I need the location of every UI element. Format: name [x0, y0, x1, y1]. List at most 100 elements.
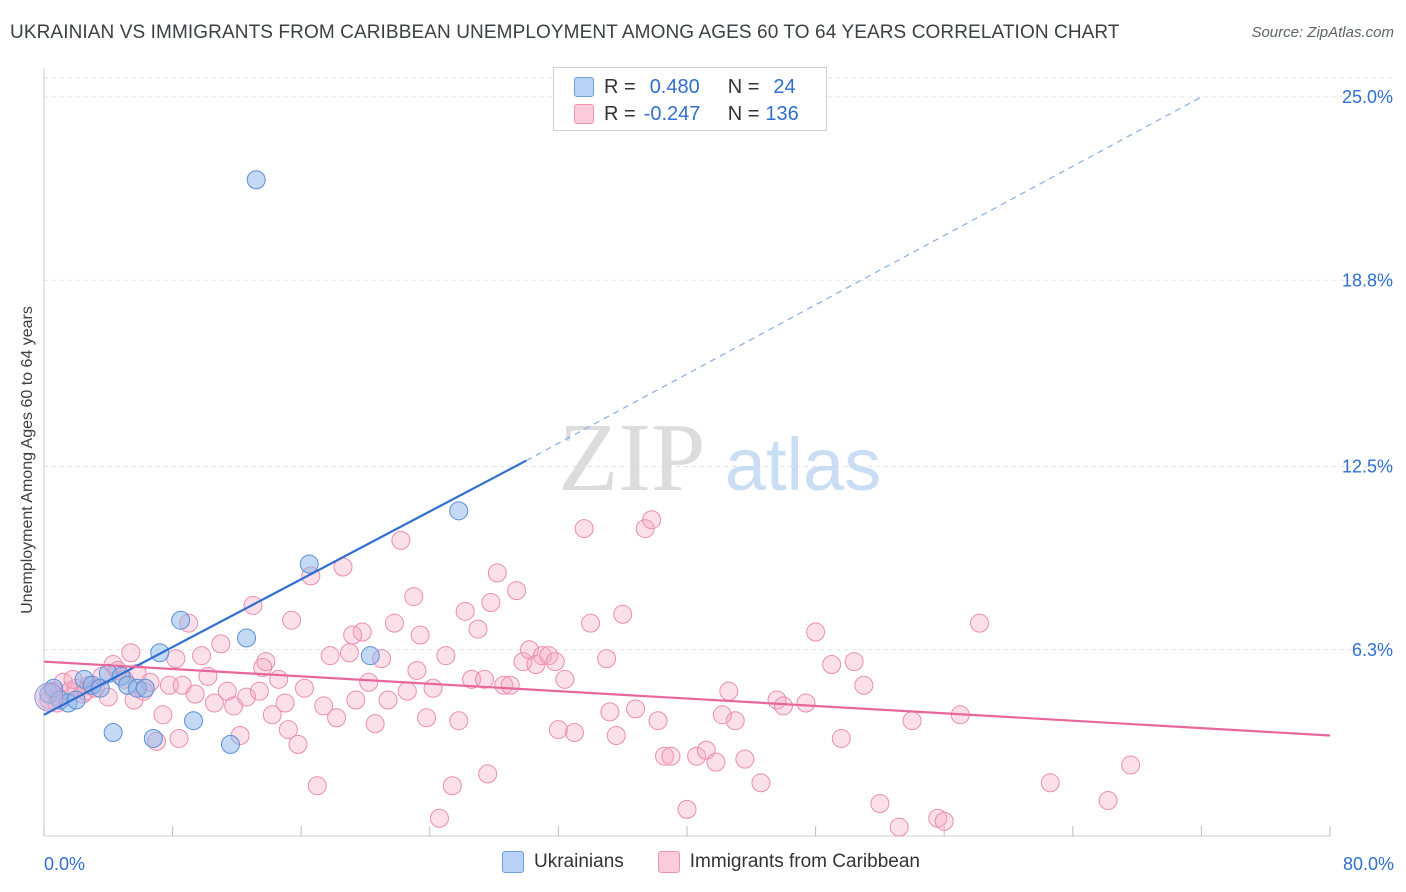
- data-point-caribbean: [282, 610, 302, 630]
- data-point-caribbean: [902, 711, 922, 731]
- legend-row-ukrainians: R = 0.480 N = 24: [574, 74, 796, 100]
- x-tick-label-max: 80.0%: [1343, 854, 1394, 874]
- data-point-caribbean: [404, 587, 424, 607]
- y-tick-label: 18.8%: [1342, 270, 1393, 290]
- series-legend: Ukrainians Immigrants from Caribbean: [502, 851, 954, 873]
- data-point-caribbean: [564, 723, 584, 743]
- data-point-caribbean: [449, 711, 469, 731]
- y-tick-label: 12.5%: [1342, 457, 1393, 477]
- data-point-caribbean: [970, 613, 990, 633]
- data-point-caribbean: [343, 625, 363, 645]
- data-point-caribbean: [121, 643, 141, 663]
- watermark-zip: ZIP: [559, 404, 706, 512]
- data-point-ukrainian: [360, 646, 380, 666]
- data-point-caribbean: [494, 675, 514, 695]
- x-tick-label-min: 0.0%: [44, 854, 85, 874]
- trend-line-caribbean: [43, 660, 1331, 737]
- data-point-caribbean: [294, 678, 314, 698]
- data-point-caribbean: [934, 811, 954, 831]
- data-point-caribbean: [407, 660, 427, 680]
- data-point-caribbean: [854, 675, 874, 695]
- data-point-caribbean: [436, 646, 456, 666]
- data-point-caribbean: [192, 646, 212, 666]
- legend-swatch-caribbean: [657, 851, 680, 873]
- data-point-caribbean: [397, 681, 417, 701]
- data-point-caribbean: [262, 705, 282, 725]
- data-point-caribbean: [314, 696, 334, 716]
- data-point-caribbean: [237, 687, 257, 707]
- data-point-caribbean: [844, 652, 864, 672]
- legend-label-ukrainians: Ukrainians: [534, 851, 624, 872]
- legend-label-caribbean: Immigrants from Caribbean: [689, 851, 920, 872]
- legend-item-ukrainians[interactable]: Ukrainians: [502, 851, 624, 873]
- data-point-caribbean: [735, 749, 755, 769]
- data-point-caribbean: [423, 678, 443, 698]
- legend-item-caribbean[interactable]: Immigrants from Caribbean: [657, 851, 920, 873]
- data-point-caribbean: [410, 625, 430, 645]
- data-point-caribbean: [442, 776, 462, 796]
- legend-r-label: R =: [604, 102, 636, 125]
- data-point-caribbean: [169, 728, 189, 748]
- data-point-ukrainian: [135, 678, 155, 698]
- legend-r-value: -0.247: [643, 102, 701, 125]
- y-tick-labels: 6.3% 12.5% 18.8% 25.0%: [1342, 87, 1393, 660]
- trend-line-ukrainians-extension: [525, 96, 1202, 462]
- data-point-caribbean: [185, 684, 205, 704]
- data-point-caribbean: [642, 510, 662, 530]
- data-point-caribbean: [365, 714, 385, 734]
- data-point-ukrainian: [183, 711, 203, 731]
- legend-swatch-ukrainians: [502, 851, 524, 873]
- data-point-caribbean: [706, 752, 726, 772]
- data-point-caribbean: [507, 581, 527, 601]
- watermark-atlas: atlas: [725, 423, 881, 506]
- data-point-caribbean: [275, 693, 295, 713]
- data-point-caribbean: [719, 681, 739, 701]
- data-point-caribbean: [166, 649, 186, 669]
- y-tick-label: 25.0%: [1342, 87, 1393, 107]
- data-point-caribbean: [773, 696, 793, 716]
- data-point-caribbean: [687, 746, 707, 766]
- data-point-caribbean: [532, 646, 552, 666]
- data-point-caribbean: [204, 693, 224, 713]
- data-point-caribbean: [831, 728, 851, 748]
- data-point-caribbean: [346, 690, 366, 710]
- data-point-caribbean: [359, 672, 379, 692]
- data-point-caribbean: [751, 773, 771, 793]
- data-point-caribbean: [806, 622, 826, 642]
- data-point-ukrainian: [143, 728, 163, 748]
- data-point-ukrainian: [237, 628, 257, 648]
- data-point-caribbean: [870, 793, 890, 813]
- data-point-ukrainian: [171, 610, 191, 630]
- data-point-caribbean: [600, 702, 620, 722]
- data-point-caribbean: [648, 711, 668, 731]
- trend-line-ukrainians: [43, 459, 527, 716]
- data-point-caribbean: [661, 746, 681, 766]
- data-point-ukrainian: [299, 554, 319, 574]
- data-point-caribbean: [391, 530, 411, 550]
- legend-n-value: 136: [765, 102, 799, 125]
- data-point-caribbean: [555, 669, 575, 689]
- legend-n-label: N =: [727, 102, 760, 125]
- y-tick-label: 6.3%: [1352, 640, 1393, 660]
- y-axis-label: Unemployment Among Ages 60 to 64 years: [19, 306, 36, 614]
- data-point-caribbean: [796, 693, 816, 713]
- data-point-caribbean: [712, 705, 732, 725]
- data-point-caribbean: [256, 652, 276, 672]
- grid-lines: [44, 77, 1394, 651]
- legend-swatch-caribbean: [574, 104, 594, 124]
- legend-swatch-ukrainians: [574, 77, 594, 97]
- data-point-caribbean: [320, 646, 340, 666]
- data-point-caribbean: [574, 519, 594, 539]
- data-point-caribbean: [339, 643, 359, 663]
- legend-row-caribbean: R = -0.247 N = 136: [574, 101, 799, 127]
- data-point-caribbean: [288, 734, 308, 754]
- data-point-caribbean: [613, 604, 633, 624]
- data-point-caribbean: [548, 720, 568, 740]
- data-point-caribbean: [307, 776, 327, 796]
- data-point-caribbean: [1121, 755, 1141, 775]
- data-point-caribbean: [474, 669, 494, 689]
- ukrainian-points: [34, 170, 469, 754]
- data-point-caribbean: [269, 669, 289, 689]
- data-point-caribbean: [249, 681, 269, 701]
